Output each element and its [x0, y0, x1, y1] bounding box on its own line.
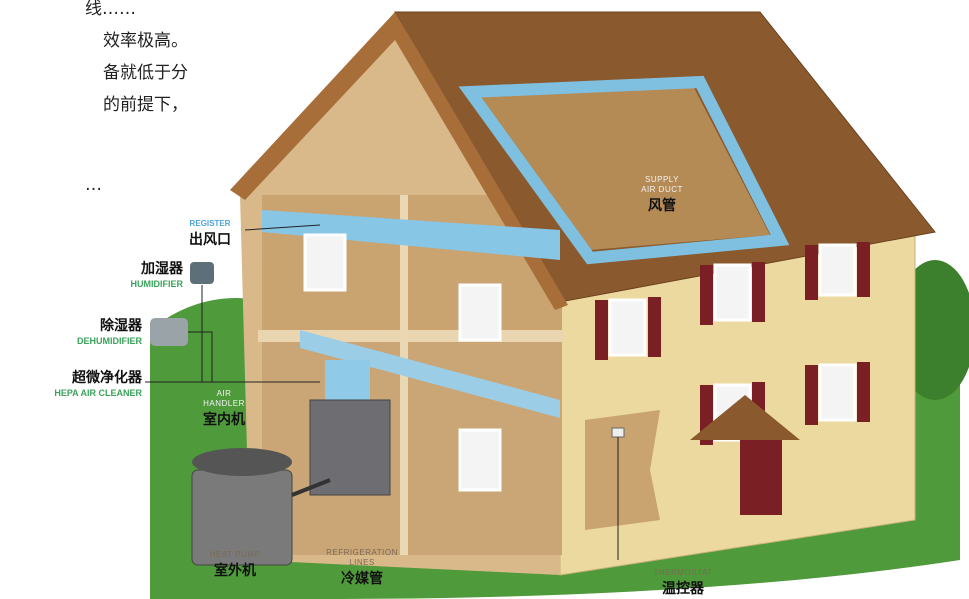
attic-cutaway [475, 80, 770, 250]
label-english: HUMIDIFIER [131, 279, 184, 289]
intro-line: 效率极高。 [103, 31, 188, 51]
supply-duct [458, 75, 790, 265]
label-english: LINES [349, 558, 375, 567]
thermostat-cutaway [585, 410, 660, 530]
label-english: AIR [217, 389, 232, 398]
intro-line: 备就低于分 [103, 63, 188, 83]
dehumidifier [150, 318, 188, 346]
air-handler [309, 399, 391, 496]
floor-duct [300, 330, 560, 418]
label-chinese: 温控器 [662, 580, 705, 597]
label-chinese: 超微净化器 [71, 369, 143, 386]
door [740, 440, 782, 515]
label-english: HEPA AIR CLEANER [54, 388, 142, 398]
intro-line: … [85, 175, 102, 195]
upper-duct [262, 210, 560, 260]
label-english: THERMOSTAT [654, 568, 713, 577]
label-english: SUPPLY [645, 175, 679, 184]
intro-line: 线…… [85, 0, 136, 19]
label-chinese: 出风口 [189, 231, 231, 248]
label-english: HANDLER [203, 399, 245, 408]
label-english: REGISTER [190, 219, 231, 228]
label-chinese: 除湿器 [100, 317, 143, 334]
label-english: REFRIGERATION [326, 548, 398, 557]
label-chinese: 室内机 [203, 411, 245, 428]
label-english: HEAT PUMP [210, 550, 260, 559]
label-english: DEHUMIDIFIER [77, 336, 143, 346]
humidifier [190, 262, 214, 284]
label-chinese: 风管 [648, 197, 676, 214]
refrigerant-line [291, 478, 331, 497]
label-chinese: 加湿器 [140, 261, 184, 277]
label-english: AIR DUCT [641, 185, 683, 194]
label-chinese: 室外机 [214, 562, 256, 579]
fan-top [192, 448, 292, 476]
porch-roof [690, 395, 800, 440]
intro-line: 的前提下， [103, 95, 188, 115]
windows [303, 233, 857, 492]
label-chinese: 冷媒管 [341, 570, 383, 587]
leader-lines [145, 224, 619, 560]
thermostat [611, 427, 625, 438]
